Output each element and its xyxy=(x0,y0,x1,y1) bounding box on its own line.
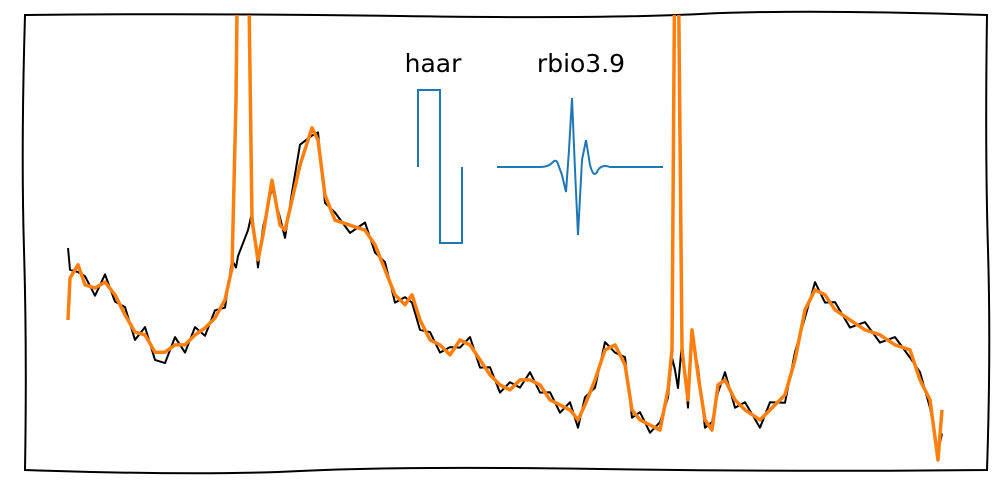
haar-wavelet xyxy=(417,89,463,244)
series-line xyxy=(66,15,944,462)
annotation: rbio3.9 xyxy=(537,49,625,78)
series-line xyxy=(67,131,943,453)
rbio-wavelet xyxy=(497,97,663,236)
plot-area xyxy=(66,15,944,462)
annotation: haar xyxy=(405,49,462,78)
plot-frame xyxy=(21,10,991,475)
